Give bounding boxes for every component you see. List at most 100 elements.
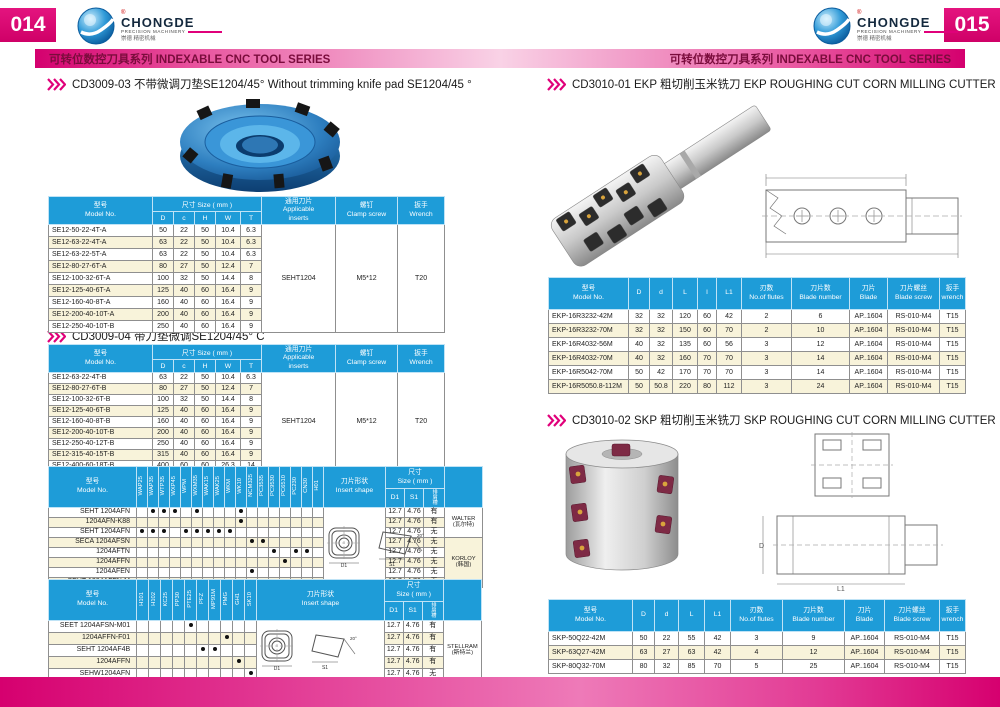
col-grade-WKM: WKM [224,466,236,508]
cell-value: 150 [672,323,698,338]
cell-size-value: 9 [239,405,263,417]
cell-value: 25 [782,659,845,674]
cell-size-value: 60 [194,405,216,417]
cell-value: 32 [649,309,673,324]
cell-model: 1204AFFN [48,556,137,568]
cell-grade [246,516,258,528]
cell-grade [220,631,234,645]
cell-grade [136,566,148,578]
cell-size-value: 200 [152,427,174,439]
cell-size-value: 10.4 [215,248,241,261]
cell-grade [224,526,236,538]
grade-label: MP91M [210,588,217,609]
cell-value: 70 [716,365,742,380]
grade-dot [173,509,177,514]
cell-grade [312,526,324,538]
table-body: SE12-63-22-4T-B 63 22 50 10.4 6.3 SEHT1204 M5*1… [48,372,446,472]
cell-grade [160,643,174,657]
table-row: SE12-63-22-5T-A 63 22 50 10.4 6.3 [48,248,445,261]
cell-value: 120 [672,309,698,324]
cell-grade [169,506,181,518]
cell-value: AP..1604 [849,337,888,352]
insert-pad-table: 型号 Model No. 尺寸 Size ( mm ) 通用刀片 Applicable i… [48,344,446,472]
cell-value: AP..1604 [849,365,888,380]
cell-grade [202,546,214,558]
cell-size-value: 50 [194,224,216,237]
cell-value: RS-010-M4 [887,379,940,394]
cell-size-value: 9 [239,427,263,439]
cell-grade [268,516,280,528]
cell-S1: 4.76 [404,526,424,538]
col-inserts: 通用刀片 Applicable inserts [261,196,337,225]
cell-grade [147,566,159,578]
table-row: SE12-315-40-15T-B 315 40 60 16.4 9 [48,449,445,461]
col-d: d [654,599,679,632]
cell-grade [301,516,313,528]
cell-value: 170 [672,365,698,380]
cell-value: RS-010-M4 [887,337,940,352]
cell-S1: 4.76 [402,631,423,645]
cell-value: 24 [791,379,850,394]
col-D: D [152,211,174,225]
chevrons-icon [547,77,566,91]
table-insert-grades-walter-korloy: 型号 Model No. WAP25 WAP35 WTP35 WXP45 WPM WXM35 W… [48,466,484,588]
cell-value: 3 [730,631,783,646]
cell-D1: 12.7 [383,643,404,657]
cell-grade [232,619,246,633]
cell-grade [279,556,291,568]
cell-model: SE12-315-40-15T-B [48,449,153,461]
cell-grade [147,536,159,548]
cell-S1: 4.76 [404,556,424,568]
cell-grade [301,556,313,568]
cell-grade [312,516,324,528]
cell-value: 70 [704,659,731,674]
cell-value: 42 [704,631,731,646]
cell-grade [268,556,280,568]
cell-chip-groove: 无 [422,546,446,558]
cell-grade [172,619,186,633]
table-row: SEET 1204AFSN-M01 D1 S1 20° 12.7 4.76 有 STE… [47,619,483,681]
brand-underline [924,31,959,34]
skp-corn-mill-photo [565,439,679,571]
grade-label: WAP35 [149,476,156,496]
cell-grade [246,546,258,558]
grade-dot [283,559,287,564]
cell-grade [213,526,225,538]
cell-grade [169,526,181,538]
cell-grade [191,566,203,578]
cell-value: 32 [628,309,650,324]
section-heading-cd3010-01: CD3010-01 EKP 粗切削玉米铣刀 EKP ROUGHING CUT C… [546,76,996,92]
cell-value: 3 [741,351,792,366]
grade-label: WTP35 [160,476,167,496]
cell-value: 32 [649,337,673,352]
cell-chip-groove: 有 [422,516,446,528]
cell-model: EKP-16R5050.8-112M [548,379,629,394]
grade-label: PTE25 [186,589,193,608]
col-刀片螺丝: 刀片螺丝 Blade screw [887,277,940,310]
cell-model: SE12-160-40-8T-B [48,416,153,428]
col-L: L [678,599,705,632]
cell-grade [232,643,246,657]
cell-value: 60 [697,323,717,338]
cell-grade [235,506,247,518]
cell-grade [213,516,225,528]
col-W: W [215,211,241,225]
col-grade-PC3535: PC3535 [257,466,269,508]
cell-size-value: 32 [173,272,195,285]
col-刀片螺丝: 刀片螺丝 Blade screw [884,599,940,632]
col-T: T [239,359,263,373]
cell-grade [279,516,291,528]
cell-grade [257,566,269,578]
cell-size-value: 60 [194,438,216,450]
cell-size-value: 40 [173,296,195,309]
grade-dot [140,529,144,534]
cell-chip-groove: 有 [421,655,444,669]
col-S1: S1 [404,488,424,508]
cell-grade [257,506,269,518]
cell-grade [196,643,210,657]
col-grade-WAP35: WAP35 [147,466,159,508]
table-row: SE12-160-40-8T-A 160 40 60 16.4 9 [48,296,445,309]
cell-grade [290,556,302,568]
